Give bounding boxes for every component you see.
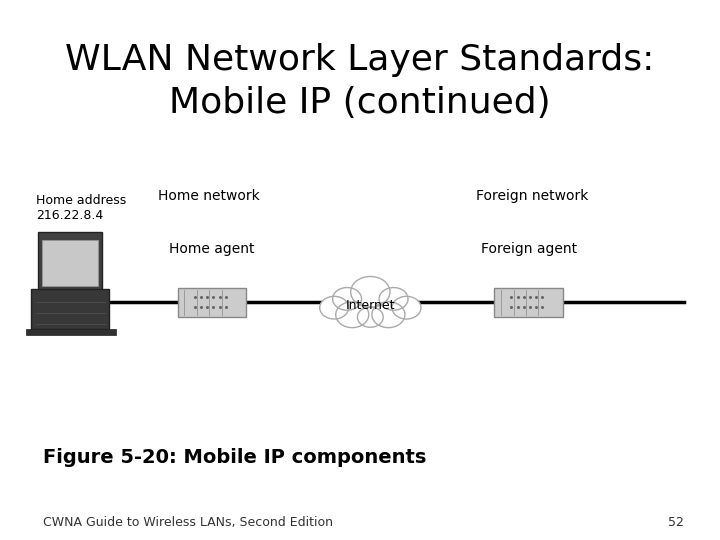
Polygon shape: [42, 240, 98, 286]
Polygon shape: [37, 232, 102, 292]
Polygon shape: [31, 289, 109, 329]
FancyBboxPatch shape: [178, 287, 246, 317]
Text: Home agent: Home agent: [169, 242, 255, 256]
Text: WLAN Network Layer Standards:: WLAN Network Layer Standards:: [66, 43, 654, 77]
Text: Internet: Internet: [346, 299, 395, 312]
Circle shape: [351, 276, 390, 307]
Circle shape: [379, 287, 408, 310]
Text: Mobile IP (continued): Mobile IP (continued): [169, 86, 551, 120]
Polygon shape: [26, 329, 115, 335]
Text: CWNA Guide to Wireless LANs, Second Edition: CWNA Guide to Wireless LANs, Second Edit…: [43, 516, 333, 529]
FancyBboxPatch shape: [495, 287, 563, 317]
Circle shape: [333, 287, 361, 310]
Circle shape: [392, 296, 421, 319]
Text: Foreign agent: Foreign agent: [481, 242, 577, 256]
Circle shape: [336, 302, 369, 328]
Circle shape: [320, 296, 348, 319]
Circle shape: [357, 307, 383, 327]
Text: Home network: Home network: [158, 189, 259, 203]
Text: Foreign network: Foreign network: [476, 189, 588, 203]
Text: 52: 52: [667, 516, 684, 529]
Circle shape: [372, 302, 405, 328]
Text: Figure 5-20: Mobile IP components: Figure 5-20: Mobile IP components: [43, 448, 427, 467]
Text: Home address
216.22.8.4: Home address 216.22.8.4: [36, 194, 127, 222]
